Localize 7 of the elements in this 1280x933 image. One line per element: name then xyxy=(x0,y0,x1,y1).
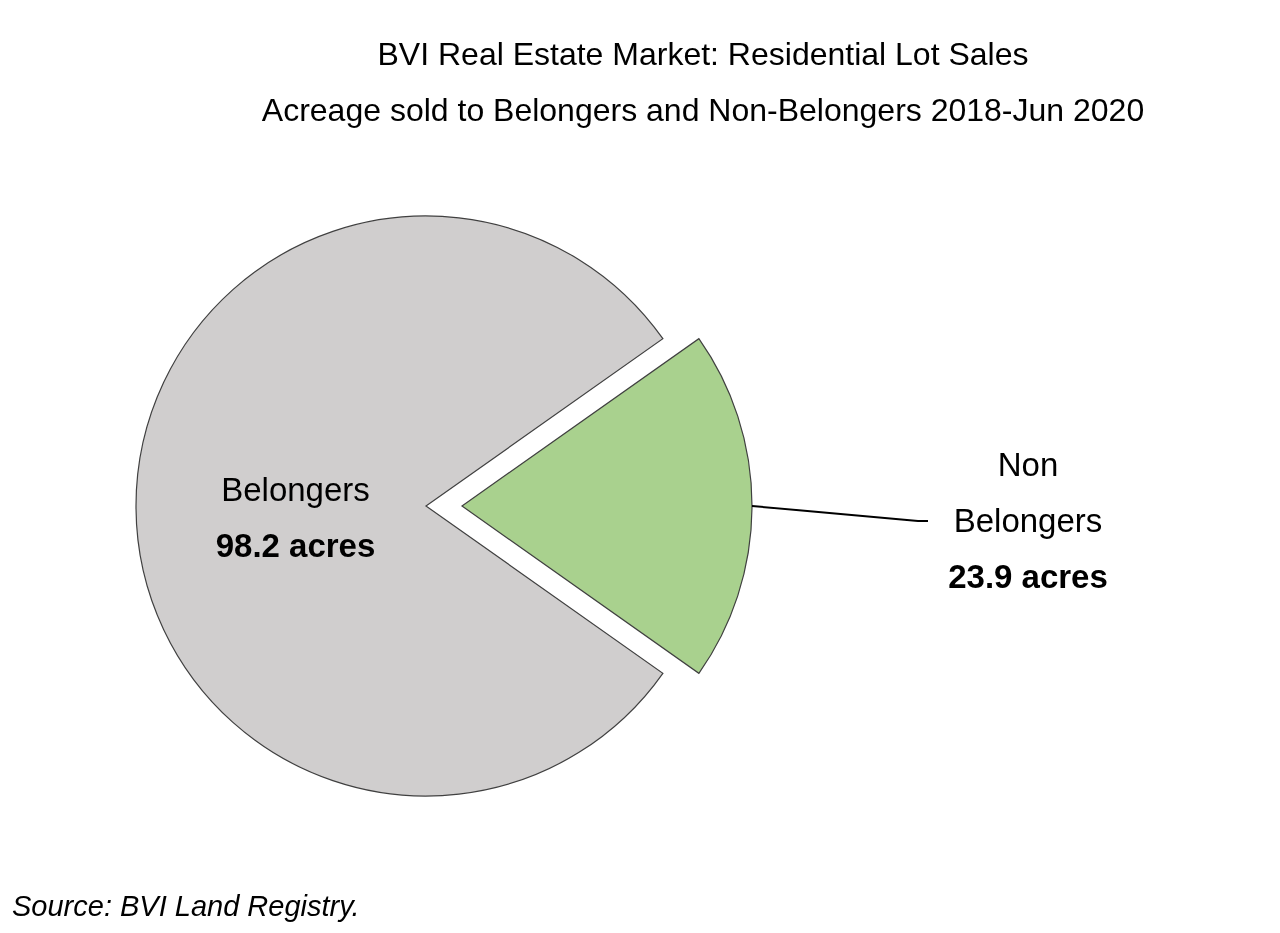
chart-subtitle: Acreage sold to Belongers and Non-Belongers 2018-Jun 2020 xyxy=(261,92,1145,128)
data-label: 98.2 acres xyxy=(215,527,376,564)
slice-label: Belongers xyxy=(221,471,370,508)
chart-title: BVI Real Estate Market: Residential Lot Sales xyxy=(377,36,1029,72)
slice-label: Non Belongers xyxy=(953,446,1103,539)
data-label: 23.9 acres xyxy=(948,558,1108,595)
source-note: Source: BVI Land Registry. xyxy=(12,890,360,922)
